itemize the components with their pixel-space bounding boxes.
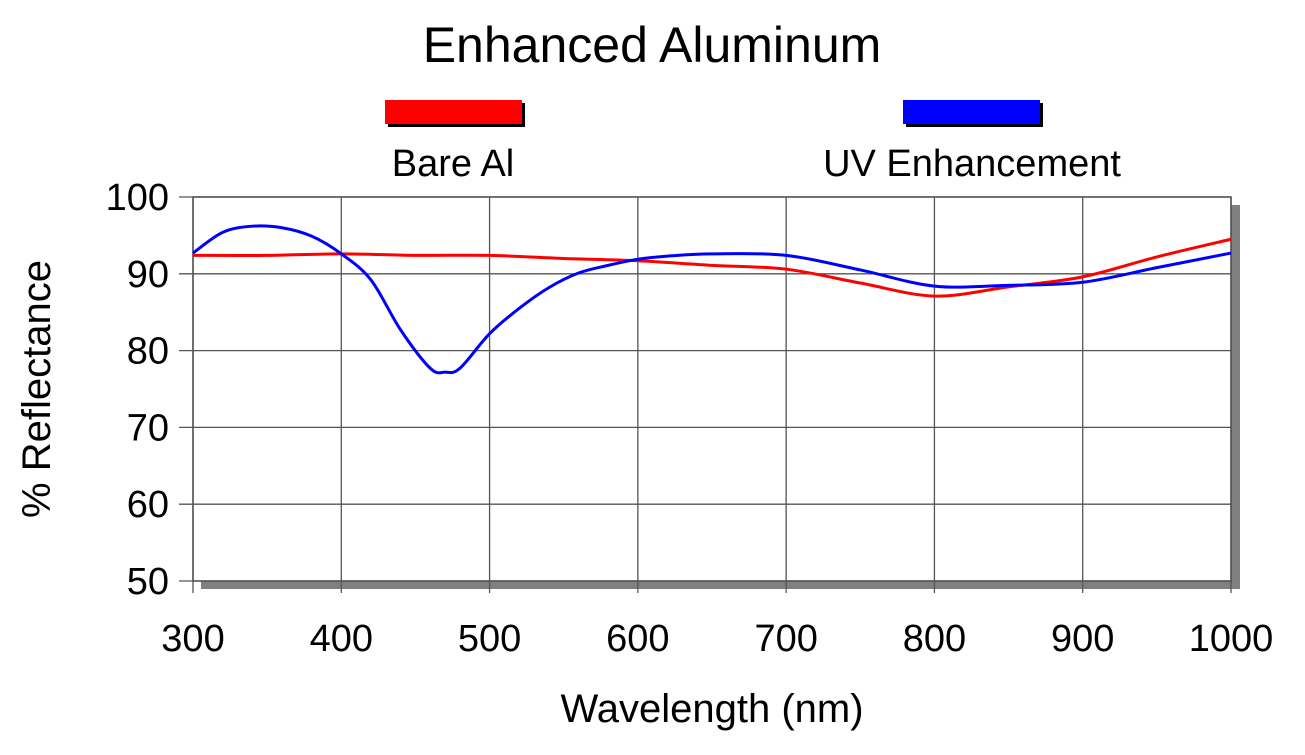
y-tick-label: 70 bbox=[127, 407, 169, 449]
series-line-bare-al bbox=[192, 237, 1232, 298]
y-tick-label: 100 bbox=[106, 177, 169, 219]
x-tick-label: 600 bbox=[606, 618, 669, 660]
legend-item-bare-al: Bare Al bbox=[385, 100, 525, 185]
x-tick-label: 400 bbox=[310, 618, 373, 660]
legend-label-uv-enhancement: UV Enhancement bbox=[823, 143, 1121, 185]
grid bbox=[179, 196, 1232, 593]
y-tick-label: 60 bbox=[127, 484, 169, 526]
legend-label-bare-al: Bare Al bbox=[392, 143, 515, 185]
x-tick-label: 900 bbox=[1051, 618, 1114, 660]
y-tick-label: 50 bbox=[127, 561, 169, 603]
legend: Bare Al UV Enhancement bbox=[385, 100, 1121, 185]
legend-swatch-uv-enhancement bbox=[903, 100, 1040, 124]
series-line-uv-enhancement bbox=[192, 224, 1232, 375]
chart-title: Enhanced Aluminum bbox=[423, 17, 882, 73]
y-tick-labels: 50 60 70 80 90 100 bbox=[106, 177, 169, 603]
plot-shadow-right bbox=[1231, 205, 1240, 589]
x-tick-label: 1000 bbox=[1189, 618, 1274, 660]
x-tick-label: 500 bbox=[458, 618, 521, 660]
x-tick-labels: 300 400 500 600 700 800 900 1000 bbox=[161, 618, 1273, 660]
legend-item-uv-enhancement: UV Enhancement bbox=[823, 100, 1121, 185]
y-tick-label: 80 bbox=[127, 331, 169, 373]
plot-shadow-bottom bbox=[201, 581, 1240, 589]
x-axis-label: Wavelength (nm) bbox=[560, 687, 863, 731]
x-tick-label: 300 bbox=[161, 618, 224, 660]
x-tick-label: 800 bbox=[903, 618, 966, 660]
x-tick-label: 700 bbox=[754, 618, 817, 660]
series-lines bbox=[192, 224, 1232, 375]
plot-area bbox=[192, 196, 1232, 582]
legend-swatch-bare-al bbox=[385, 100, 522, 124]
y-axis-label: % Reflectance bbox=[15, 260, 59, 518]
y-tick-label: 90 bbox=[127, 254, 169, 296]
